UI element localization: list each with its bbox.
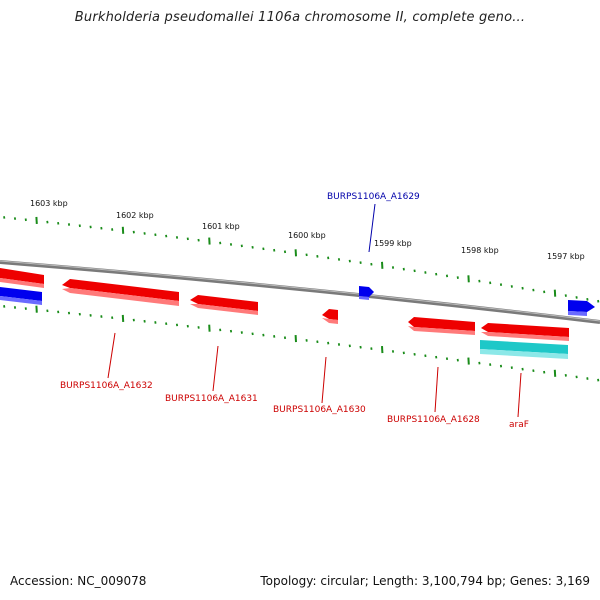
gene-arrow-left-edge[interactable]: [0, 268, 44, 288]
map-title: Burkholderia pseudomallei 1106a chromoso…: [74, 10, 526, 25]
chromosome-backbone: [0, 260, 600, 324]
gene-label-araf[interactable]: araF: [509, 420, 529, 430]
ruler-label-1599: 1599 kbp: [374, 239, 412, 248]
ruler-label-1598: 1598 kbp: [461, 246, 499, 255]
gene-label-burps1106a-a1628[interactable]: BURPS1106A_A1628: [387, 415, 480, 425]
leader-line-a1630: [321, 356, 327, 404]
gene-label-burps1106a-a1630[interactable]: BURPS1106A_A1630: [273, 405, 366, 415]
leader-line-araf: [517, 372, 522, 418]
gene-label-burps1106a-a1632[interactable]: BURPS1106A_A1632: [60, 381, 153, 391]
gene-arrow-burps1106a-a1629[interactable]: [359, 286, 374, 300]
ruler-label-1602: 1602 kbp: [116, 211, 154, 220]
gene-arrow-forward-right-edge[interactable]: [568, 300, 595, 316]
outer-tick-track: [3, 216, 600, 303]
leader-line-a1632: [107, 332, 116, 379]
leader-line-a1629: [368, 203, 376, 253]
inner-tick-track: [3, 305, 600, 382]
gene-arrow-burps1106a-a1632[interactable]: [62, 279, 179, 306]
topology-summary-text: Topology: circular; Length: 3,100,794 bp…: [260, 574, 590, 588]
gene-arrow-burps1106a-a1631[interactable]: [190, 295, 258, 315]
accession-text: Accession: NC_009078: [10, 574, 147, 588]
gene-arrow-burps1106a-a1628[interactable]: [408, 317, 475, 335]
leader-line-a1628: [434, 366, 439, 413]
leader-line-a1631: [212, 345, 219, 392]
ruler-label-1603: 1603 kbp: [30, 199, 68, 208]
ruler-label-1597: 1597 kbp: [547, 252, 585, 261]
ruler-label-1600: 1600 kbp: [288, 231, 326, 240]
gene-label-burps1106a-a1631[interactable]: BURPS1106A_A1631: [165, 394, 258, 404]
gene-label-burps1106a-a1629[interactable]: BURPS1106A_A1629: [327, 192, 420, 202]
gene-arrow-burps1106a-a1630[interactable]: [322, 309, 338, 324]
gene-arrow-forward-left-edge[interactable]: [0, 287, 42, 305]
gene-arrow-near-arafa[interactable]: [481, 323, 569, 341]
ruler-label-1601: 1601 kbp: [202, 222, 240, 231]
gene-arrow-araf[interactable]: [480, 340, 568, 359]
